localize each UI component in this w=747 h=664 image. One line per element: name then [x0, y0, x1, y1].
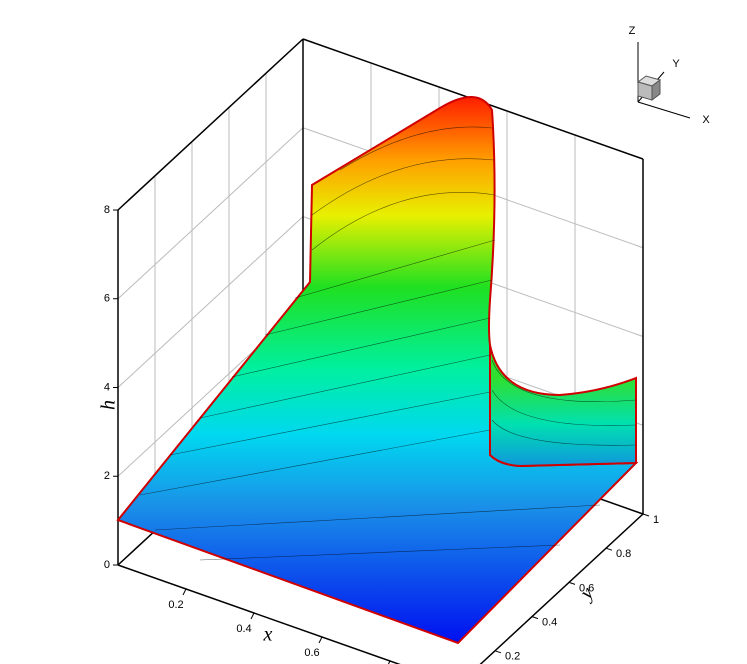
- y-tick: [494, 650, 502, 654]
- y-tick: [642, 513, 650, 517]
- z-axis-title: h: [98, 400, 120, 410]
- y-tick-label: 0.8: [616, 548, 631, 560]
- y-tick: [605, 547, 613, 551]
- contour-lines: [139, 126, 637, 561]
- z-tick-label: 8: [104, 204, 110, 216]
- frame-edge: [479, 513, 644, 664]
- triad-z-label: Z: [629, 25, 636, 37]
- x-tick: [318, 636, 323, 644]
- frame-edge: [117, 564, 401, 664]
- y-tick-label: 0.2: [505, 651, 520, 663]
- y-tick: [531, 616, 539, 620]
- orientation-triad: Z Y X: [629, 25, 711, 126]
- surface: [116, 96, 639, 645]
- z-tick-label: 6: [104, 293, 110, 305]
- x-tick: [387, 660, 391, 664]
- x-axis-title: x: [263, 624, 273, 646]
- y-tick-label: 0.4: [542, 617, 557, 629]
- triad-cube-side: [651, 79, 661, 101]
- y-tick-label: 1: [653, 514, 659, 526]
- grid-line: [117, 216, 304, 388]
- z-tick-label: 2: [104, 470, 110, 482]
- triad-y-label: Y: [672, 58, 680, 70]
- z-tick-label: 0: [104, 559, 110, 571]
- surface-wing: [489, 344, 637, 468]
- x-tick-label: 0.6: [304, 647, 319, 659]
- x-tick-label: 0.4: [236, 623, 251, 635]
- grid-line: [117, 127, 304, 300]
- triad-x-label: X: [702, 114, 710, 126]
- x-tick: [182, 588, 187, 596]
- triad-x: [637, 101, 691, 119]
- x-tick-label: 0.2: [168, 599, 183, 611]
- surface-main: [116, 96, 639, 645]
- frame-edge: [117, 38, 304, 211]
- x-tick: [250, 612, 255, 620]
- y-tick: [568, 581, 576, 585]
- y-tick-label: 0.6: [579, 582, 594, 594]
- z-tick-label: 4: [104, 381, 110, 393]
